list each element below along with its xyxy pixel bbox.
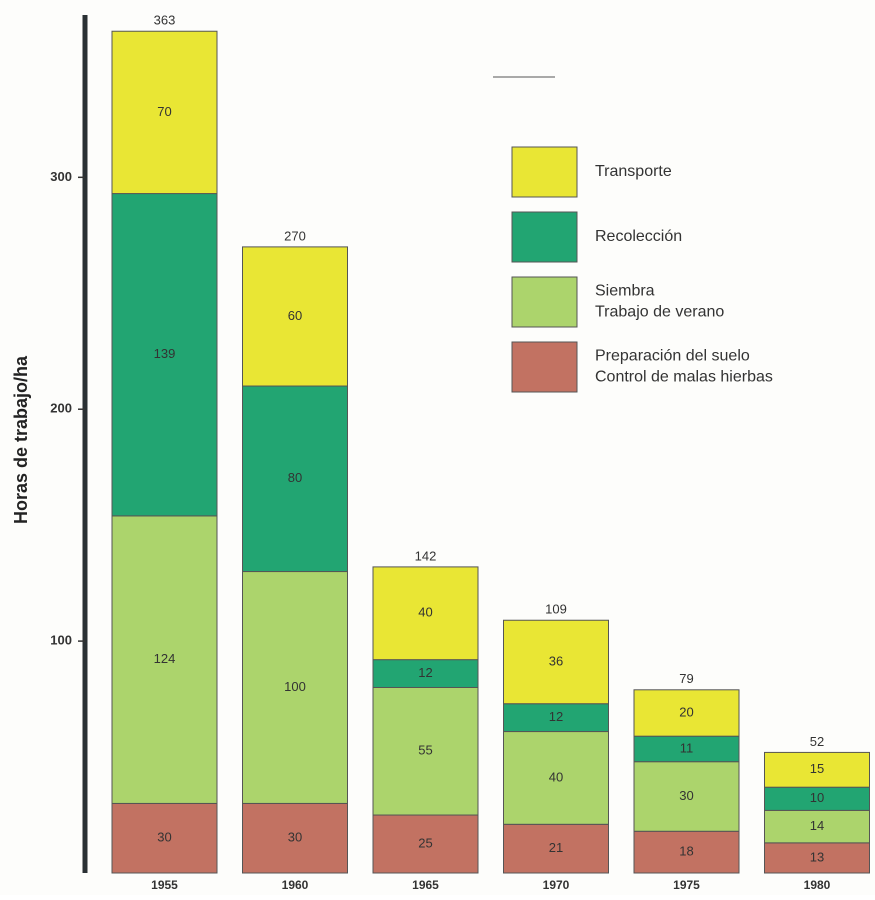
value-label: 18 (679, 844, 693, 859)
legend-label: Recolección (595, 228, 682, 245)
bar-segment (372, 814, 479, 874)
value-label: 12 (418, 665, 432, 680)
bar-segment (242, 802, 348, 874)
value-label: 12 (549, 709, 563, 724)
value-label: 14 (810, 818, 824, 833)
x-tick-label: 1970 (543, 878, 570, 892)
bar-segment (111, 30, 218, 195)
legend-swatch (511, 276, 578, 328)
bar-segment (503, 619, 609, 705)
value-label: 30 (679, 788, 693, 803)
y-tick-label: 300 (50, 169, 72, 184)
value-label: 10 (810, 790, 824, 805)
value-label: 30 (288, 830, 302, 845)
value-label: 55 (418, 743, 432, 758)
bar-segment (372, 659, 479, 688)
value-label: 124 (154, 651, 176, 666)
value-label: 139 (154, 346, 176, 361)
legend-label: Transporte (595, 163, 672, 180)
legend-swatch (511, 146, 578, 198)
y-tick-label: 100 (50, 633, 72, 648)
value-label: 40 (418, 605, 432, 620)
x-tick-label: 1965 (412, 878, 439, 892)
total-label: 363 (154, 13, 176, 28)
bar-segment (111, 802, 218, 874)
bar-segment (633, 761, 740, 832)
y-axis-label: Horas de trabajo/ha (11, 355, 31, 524)
total-label: 52 (810, 734, 824, 749)
x-tick-label: 1980 (804, 878, 831, 892)
legend-swatch (511, 211, 578, 263)
x-tick-label: 1960 (282, 878, 309, 892)
value-label: 15 (810, 761, 824, 776)
value-label: 30 (157, 830, 171, 845)
bar-segment (633, 735, 740, 763)
total-label: 142 (415, 548, 437, 563)
value-label: 60 (288, 308, 302, 323)
bar-segment (633, 689, 740, 737)
bar-segment (111, 515, 218, 804)
legend-label: Siembra Trabajo de verano (595, 283, 724, 321)
total-label: 79 (679, 671, 693, 686)
value-label: 70 (157, 104, 171, 119)
bar-segment (372, 686, 479, 816)
value-label: 21 (549, 840, 563, 855)
bar-segment (372, 566, 479, 661)
bar-segment (503, 823, 609, 874)
bar-segment (111, 193, 218, 517)
bar-segment (764, 751, 870, 788)
total-label: 109 (545, 602, 567, 617)
y-tick-label: 200 (50, 401, 72, 416)
value-label: 36 (549, 653, 563, 668)
bar-segment (764, 842, 870, 874)
value-label: 20 (679, 704, 693, 719)
value-label: 40 (549, 769, 563, 784)
legend-label: Preparación del suelo Control de malas hi… (595, 348, 773, 386)
legend-swatch (511, 341, 578, 393)
x-tick-label: 1975 (673, 878, 700, 892)
bar-segment (242, 246, 348, 387)
total-label: 270 (284, 228, 306, 243)
x-tick-label: 1955 (151, 878, 178, 892)
bar-segment (633, 830, 740, 874)
value-label: 25 (418, 835, 432, 850)
value-label: 100 (284, 679, 306, 694)
bar-segment (242, 571, 348, 804)
value-label: 11 (680, 740, 694, 755)
value-label: 80 (288, 470, 302, 485)
value-label: 13 (810, 849, 824, 864)
